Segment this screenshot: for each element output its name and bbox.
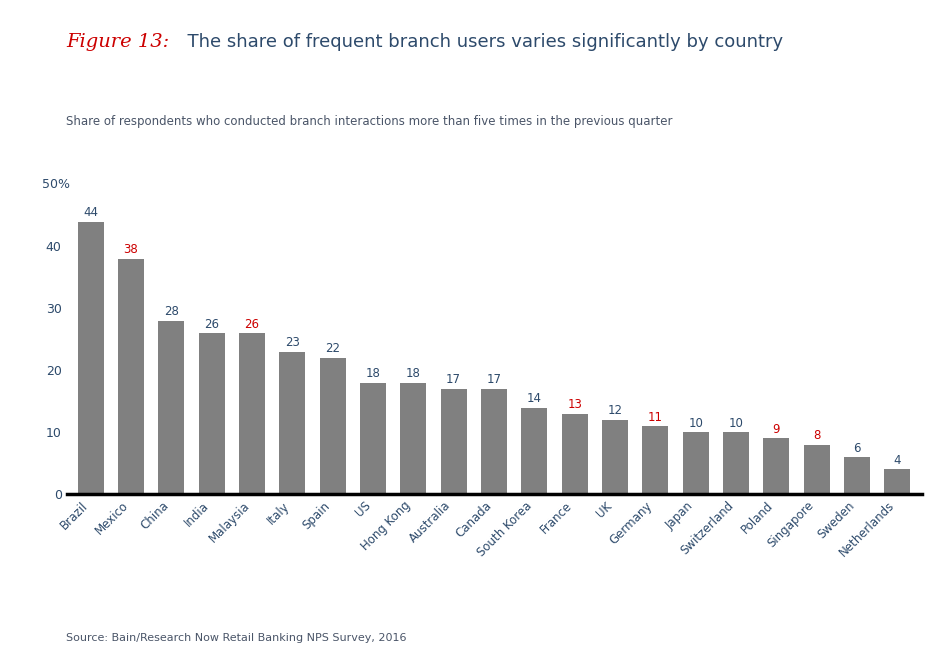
- Text: 12: 12: [607, 405, 622, 417]
- Bar: [400, 383, 427, 494]
- Text: 13: 13: [567, 398, 582, 411]
- Text: Share of respondents who conducted branch interactions more than five times in t: Share of respondents who conducted branc…: [66, 115, 673, 129]
- Bar: [319, 358, 346, 494]
- Text: 14: 14: [527, 392, 541, 405]
- Bar: [481, 389, 507, 494]
- Bar: [884, 469, 910, 494]
- Bar: [844, 457, 870, 494]
- Bar: [602, 420, 628, 494]
- Text: 18: 18: [406, 367, 421, 380]
- Text: 10: 10: [688, 417, 703, 430]
- Bar: [199, 333, 225, 494]
- Text: Source: Bain/Research Now Retail Banking NPS Survey, 2016: Source: Bain/Research Now Retail Banking…: [66, 633, 407, 643]
- Text: 50%: 50%: [43, 178, 70, 191]
- Bar: [522, 407, 547, 494]
- Text: 44: 44: [84, 206, 98, 219]
- Text: 17: 17: [486, 374, 502, 386]
- Bar: [360, 383, 386, 494]
- Text: 6: 6: [853, 442, 861, 455]
- Text: 4: 4: [894, 454, 901, 467]
- Text: The share of frequent branch users varies significantly by country: The share of frequent branch users varie…: [176, 33, 783, 51]
- Text: Figure 13:: Figure 13:: [66, 33, 170, 51]
- Bar: [723, 432, 750, 494]
- Text: 23: 23: [285, 336, 300, 349]
- Bar: [642, 426, 669, 494]
- Text: 18: 18: [366, 367, 380, 380]
- Text: 17: 17: [446, 374, 461, 386]
- Text: 26: 26: [244, 318, 259, 331]
- Bar: [118, 259, 144, 494]
- Text: 10: 10: [729, 417, 744, 430]
- Bar: [441, 389, 466, 494]
- Bar: [804, 445, 829, 494]
- Text: 9: 9: [772, 423, 780, 436]
- Bar: [561, 414, 588, 494]
- Bar: [238, 333, 265, 494]
- Bar: [159, 321, 184, 494]
- Text: 22: 22: [325, 343, 340, 355]
- Text: 11: 11: [648, 411, 663, 424]
- Text: 8: 8: [813, 429, 821, 442]
- Bar: [763, 438, 789, 494]
- Text: 26: 26: [204, 318, 219, 331]
- Bar: [279, 352, 306, 494]
- Bar: [78, 221, 104, 494]
- Bar: [682, 432, 709, 494]
- Text: 38: 38: [124, 243, 139, 256]
- Text: 28: 28: [164, 305, 179, 318]
